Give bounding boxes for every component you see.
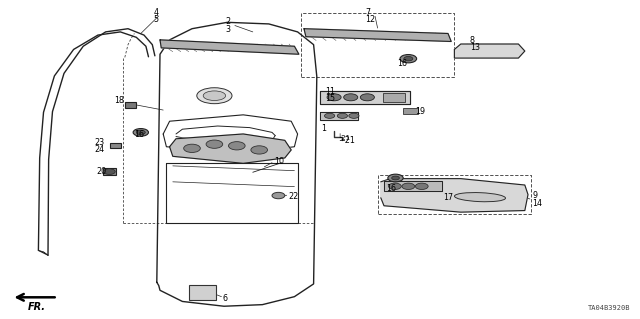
Circle shape [272,192,285,199]
Circle shape [415,183,428,189]
Text: TA04B3920B: TA04B3920B [588,305,630,311]
Circle shape [184,144,200,152]
Text: 22: 22 [288,192,298,201]
Polygon shape [454,44,525,58]
Text: 13: 13 [470,43,480,52]
Text: −21: −21 [338,137,355,145]
Text: 2: 2 [225,17,230,26]
Text: 5: 5 [154,15,159,24]
Text: 20: 20 [96,167,106,176]
Polygon shape [381,179,528,212]
Text: 16: 16 [134,130,145,139]
Circle shape [349,113,359,118]
Circle shape [402,183,415,189]
Text: 3: 3 [225,25,230,34]
Text: FR.: FR. [28,302,46,312]
Text: 8: 8 [470,36,475,45]
Text: 24: 24 [95,145,105,154]
Circle shape [404,56,413,61]
Polygon shape [160,40,299,54]
Circle shape [228,142,245,150]
Polygon shape [170,134,291,163]
Circle shape [324,113,335,118]
Text: 12: 12 [365,15,376,24]
Circle shape [392,176,399,180]
FancyBboxPatch shape [103,168,116,175]
Text: 7: 7 [365,8,371,17]
Circle shape [344,94,358,101]
Circle shape [388,174,403,182]
Text: 10: 10 [274,157,284,166]
Text: 4: 4 [154,8,159,17]
Text: 14: 14 [532,199,543,208]
Polygon shape [320,91,410,104]
FancyBboxPatch shape [383,93,405,102]
Text: 1: 1 [321,124,326,133]
Text: 11: 11 [325,87,335,96]
Circle shape [337,113,348,118]
Text: 23: 23 [95,138,105,147]
Circle shape [400,55,417,63]
Polygon shape [384,181,442,191]
Polygon shape [304,29,451,41]
Text: 18: 18 [114,96,124,105]
Polygon shape [320,112,358,120]
Circle shape [136,130,145,135]
Text: 6: 6 [222,294,227,303]
FancyBboxPatch shape [125,102,136,108]
Circle shape [327,94,341,101]
Ellipse shape [454,193,506,202]
Text: 15: 15 [325,94,335,103]
Text: 19: 19 [415,108,425,116]
FancyBboxPatch shape [403,108,418,114]
Circle shape [360,94,374,101]
Text: └21: └21 [337,135,351,141]
Circle shape [104,169,115,174]
FancyBboxPatch shape [189,285,216,300]
Ellipse shape [197,88,232,104]
Text: 16: 16 [397,59,407,68]
Circle shape [133,129,148,136]
Text: 16: 16 [386,184,396,193]
Circle shape [251,146,268,154]
FancyBboxPatch shape [110,143,121,148]
Circle shape [206,140,223,148]
Text: 9: 9 [532,191,538,200]
Text: 17: 17 [444,193,454,202]
Ellipse shape [204,91,226,100]
Circle shape [388,183,401,189]
